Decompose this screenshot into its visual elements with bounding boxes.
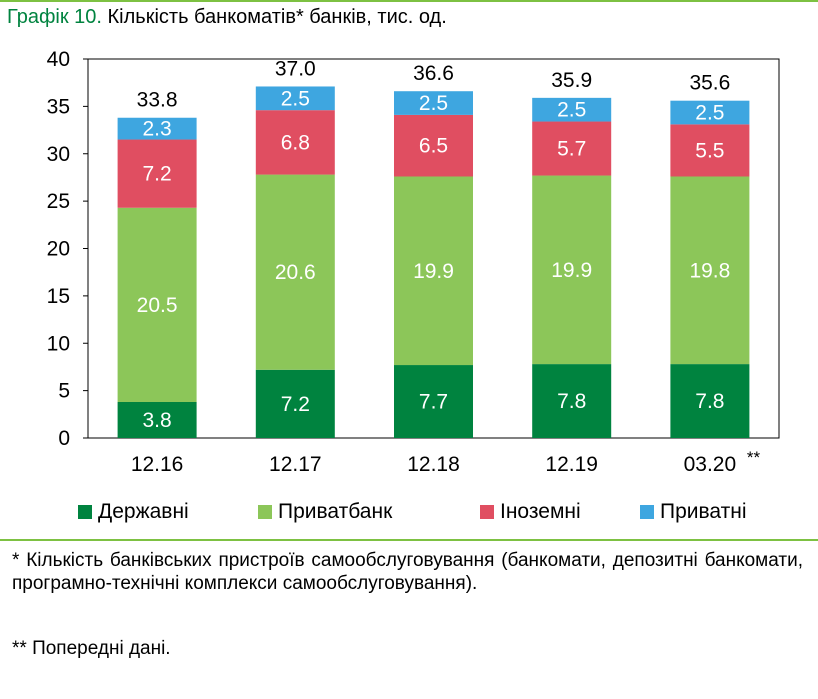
bar-segment: [394, 365, 473, 438]
data-label: 19.8: [689, 259, 730, 282]
bar-segment: [670, 176, 750, 365]
data-label: 3.8: [142, 409, 171, 432]
legend-item: Приватні: [640, 500, 747, 524]
divider-rule: [0, 539, 818, 541]
data-label: 19.9: [551, 259, 592, 282]
data-label: 5.5: [695, 139, 724, 162]
stacked-bar-chart: 0 5 10 15 20 25 30 35 40 3.8 20.5 7.2 2.3 33.8 12.16 7.…: [47, 48, 780, 476]
chart-title-text: Кількість банкоматів* банків, тис. од.: [107, 6, 447, 28]
total-label: 37.0: [275, 57, 316, 80]
legend-swatch: [258, 505, 272, 519]
data-label: 7.8: [557, 390, 586, 413]
data-label: 6.8: [281, 131, 310, 154]
x-tick-label: 12.18: [407, 453, 460, 476]
y-tick-label: 40: [47, 48, 70, 71]
legend-swatch: [78, 505, 92, 519]
data-label: 6.5: [419, 135, 448, 158]
data-label: 19.9: [413, 260, 454, 283]
bar-segment: [117, 117, 197, 140]
y-tick-label: 0: [58, 427, 70, 450]
legend-swatch: [640, 505, 654, 519]
y-tick-label: 35: [47, 95, 70, 118]
bar-segment: [255, 369, 335, 438]
data-label: 7.8: [695, 390, 724, 413]
data-label: 2.5: [281, 87, 310, 110]
bar-segment: [394, 114, 473, 177]
chart-legend: Державні Приватбанк Іноземні Приватні: [78, 500, 778, 526]
data-label: 7.2: [281, 393, 310, 416]
data-label: 7.7: [419, 391, 448, 414]
bar-segment: [670, 124, 750, 177]
x-tick-label: 12.19: [545, 453, 598, 476]
total-label: 33.8: [137, 89, 178, 112]
data-label: 2.5: [695, 102, 724, 125]
bar-segment: [670, 100, 750, 125]
x-tick-label: 03.20: [684, 453, 737, 476]
bar-segment: [394, 91, 473, 115]
data-label: 5.7: [557, 138, 586, 161]
data-label: 20.6: [275, 261, 316, 284]
legend-label: Державні: [98, 500, 189, 523]
data-label: 2.5: [557, 99, 586, 122]
total-label: 35.9: [551, 69, 592, 92]
bar-segment: [670, 364, 750, 438]
legend-label: Приватбанк: [278, 500, 393, 523]
bar-segment: [255, 174, 335, 370]
x-tick-mark: **: [747, 448, 761, 467]
legend-item: Державні: [78, 500, 189, 524]
bar-segment: [532, 364, 612, 438]
chart-title-prefix: Графік 10.: [7, 6, 102, 28]
total-label: 36.6: [413, 62, 454, 85]
total-label: 35.6: [689, 72, 730, 95]
legend-label: Приватні: [660, 500, 747, 523]
top-rule: [0, 0, 818, 2]
bar-segment: [532, 97, 612, 122]
bar-segment: [532, 121, 612, 176]
data-label: 2.3: [142, 118, 171, 141]
bar-segment: [394, 176, 473, 366]
legend-item: Іноземні: [480, 500, 581, 524]
y-tick-label: 20: [47, 238, 70, 261]
footnote-definition: * Кількість банківських пристроїв самооб…: [12, 550, 803, 594]
legend-swatch: [480, 505, 494, 519]
x-tick-label: 12.16: [131, 453, 184, 476]
bar-segment: [532, 175, 612, 365]
footnote-preliminary: ** Попередні дані.: [12, 638, 171, 659]
y-tick-label: 10: [47, 332, 70, 355]
bar-segment: [117, 401, 197, 438]
y-tick-label: 25: [47, 190, 70, 213]
data-label: 7.2: [142, 163, 171, 186]
legend-item: Приватбанк: [258, 500, 392, 524]
bar-segment: [117, 207, 197, 402]
bar-segment: [117, 139, 197, 208]
x-tick-label: 12.17: [269, 453, 322, 476]
chart-title: Графік 10. Кількість банкоматів* банків,…: [7, 6, 447, 29]
bar-segment: [255, 86, 335, 111]
bar-segment: [255, 110, 335, 175]
y-tick-label: 5: [58, 380, 70, 403]
data-label: 20.5: [137, 294, 178, 317]
y-tick-label: 15: [47, 285, 70, 308]
legend-label: Іноземні: [500, 500, 581, 523]
data-label: 2.5: [419, 92, 448, 115]
y-tick-label: 30: [47, 143, 70, 166]
